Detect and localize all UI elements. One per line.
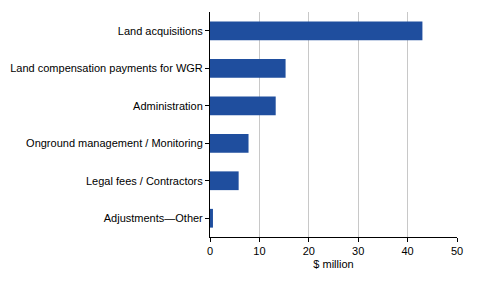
svg-text:Land acquisitions: Land acquisitions bbox=[118, 25, 204, 37]
svg-text:10: 10 bbox=[253, 245, 265, 257]
svg-text:0: 0 bbox=[207, 245, 213, 257]
svg-text:Onground management / Monitori: Onground management / Monitoring bbox=[26, 137, 203, 149]
svg-text:Legal fees / Contractors: Legal fees / Contractors bbox=[86, 175, 203, 187]
svg-text:50: 50 bbox=[451, 245, 463, 257]
svg-text:Administration: Administration bbox=[133, 100, 203, 112]
svg-text:30: 30 bbox=[352, 245, 364, 257]
svg-text:20: 20 bbox=[303, 245, 315, 257]
svg-text:Adjustments—Other: Adjustments—Other bbox=[104, 212, 203, 224]
svg-text:$ million: $ million bbox=[313, 258, 353, 270]
svg-text:40: 40 bbox=[401, 245, 413, 257]
svg-text:Land compensation payments for: Land compensation payments for WGR bbox=[10, 62, 203, 74]
